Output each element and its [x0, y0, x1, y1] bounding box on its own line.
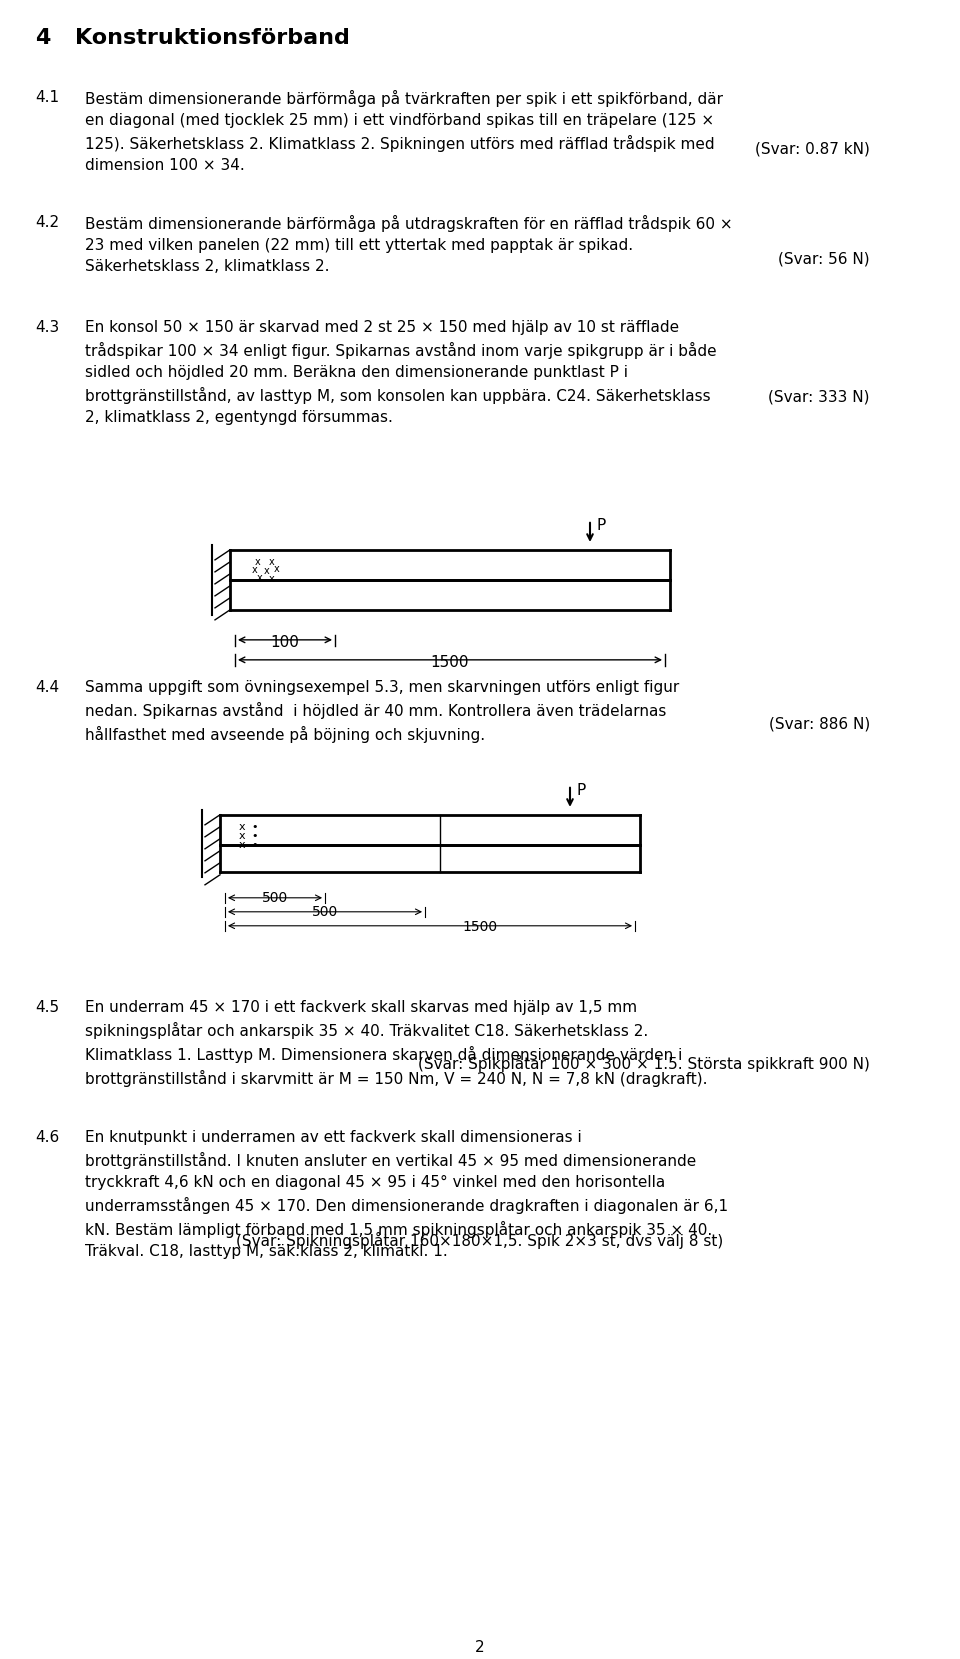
Text: P: P: [597, 518, 607, 533]
Text: Samma uppgift som övningsexempel 5.3, men skarvningen utförs enligt figur
nedan.: Samma uppgift som övningsexempel 5.3, me…: [85, 680, 680, 743]
Text: x: x: [252, 564, 258, 576]
Text: (Svar: 886 N): (Svar: 886 N): [769, 717, 870, 732]
Text: 500: 500: [312, 904, 338, 919]
Text: En knutpunkt i underramen av ett fackverk skall dimensioneras i
brottgränstillst: En knutpunkt i underramen av ett fackver…: [85, 1130, 728, 1259]
Text: Bestäm dimensionerande bärförmåga på tvärkraften per spik i ett spikförband, där: Bestäm dimensionerande bärförmåga på tvä…: [85, 90, 723, 173]
Text: x: x: [239, 821, 246, 831]
Text: 4.5: 4.5: [35, 1000, 60, 1015]
Text: 100: 100: [271, 635, 300, 650]
Text: x: x: [257, 572, 263, 582]
Text: (Svar: Spikplåtar 100 × 300 × 1.5. Största spikkraft 900 N): (Svar: Spikplåtar 100 × 300 × 1.5. Störs…: [419, 1055, 870, 1072]
Text: (Svar: 56 N): (Svar: 56 N): [779, 252, 870, 267]
Text: x: x: [264, 566, 270, 576]
Text: 4.2: 4.2: [35, 216, 60, 231]
Text: 1500: 1500: [463, 919, 497, 934]
Text: •: •: [252, 839, 258, 849]
Text: 4.6: 4.6: [35, 1130, 60, 1145]
Text: 500: 500: [262, 891, 288, 904]
Text: Bestäm dimensionerande bärförmåga på utdragskraften för en räfflad trådspik 60 ×: Bestäm dimensionerande bärförmåga på utd…: [85, 216, 732, 274]
Text: x: x: [269, 574, 275, 584]
Text: P: P: [577, 783, 587, 798]
Text: 1500: 1500: [431, 655, 469, 670]
Text: x: x: [275, 564, 280, 574]
Text: 4: 4: [35, 28, 50, 48]
Text: (Svar: 333 N): (Svar: 333 N): [769, 390, 870, 405]
Text: x: x: [239, 839, 246, 849]
Text: 4.3: 4.3: [35, 320, 60, 335]
Text: x: x: [255, 557, 261, 567]
Text: (Svar: 0.87 kN): (Svar: 0.87 kN): [756, 143, 870, 158]
Text: •: •: [252, 831, 258, 841]
Text: 4.1: 4.1: [35, 90, 60, 105]
Text: x: x: [269, 557, 275, 567]
Text: 2: 2: [475, 1639, 485, 1654]
Text: x: x: [239, 831, 246, 841]
Text: 4.4: 4.4: [35, 680, 60, 695]
Text: En underram 45 × 170 i ett fackverk skall skarvas med hjälp av 1,5 mm
spikningsp: En underram 45 × 170 i ett fackverk skal…: [85, 1000, 708, 1087]
Text: En konsol 50 × 150 är skarvad med 2 st 25 × 150 med hjälp av 10 st räfflade
tråd: En konsol 50 × 150 är skarvad med 2 st 2…: [85, 320, 716, 425]
Text: (Svar: Spikningsplåtar 160×180×1,5. Spik 2×3 st, dvs välj 8 st): (Svar: Spikningsplåtar 160×180×1,5. Spik…: [236, 1231, 724, 1249]
Text: Konstruktionsförband: Konstruktionsförband: [75, 28, 349, 48]
Text: •: •: [252, 821, 258, 831]
